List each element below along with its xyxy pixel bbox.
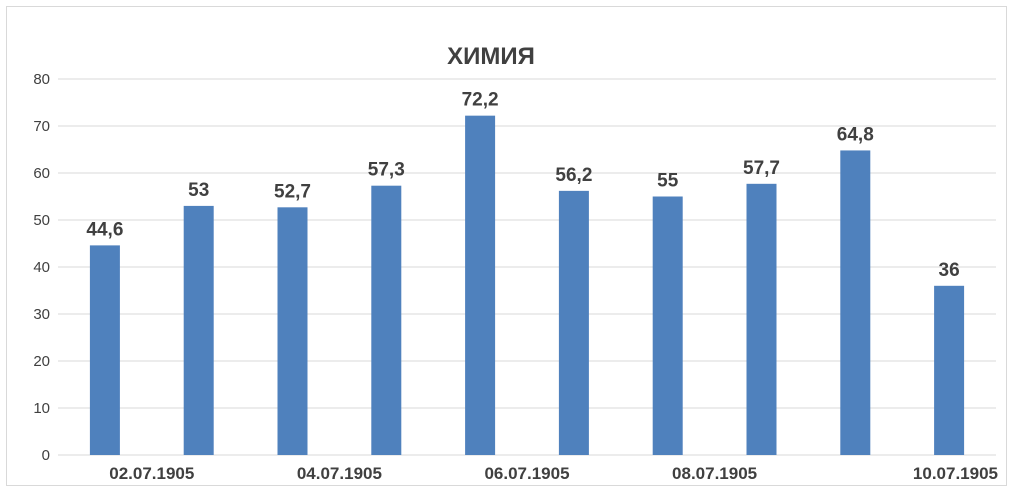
bar bbox=[183, 205, 214, 455]
data-label: 64,8 bbox=[837, 124, 874, 145]
gridlines bbox=[58, 78, 996, 456]
y-tick-label: 50 bbox=[33, 212, 50, 229]
bar bbox=[558, 190, 589, 456]
bar bbox=[840, 150, 871, 455]
x-tick-label: 10.07.1905 bbox=[913, 464, 998, 483]
y-tick-label: 70 bbox=[33, 118, 50, 135]
bar bbox=[934, 285, 965, 455]
x-tick-label: 02.07.1905 bbox=[109, 464, 194, 483]
x-axis-ticks: 02.07.1905 04.07.1905 06.07.1905 08.07.1905… bbox=[109, 464, 998, 483]
y-tick-label: 60 bbox=[33, 165, 50, 182]
bar bbox=[89, 245, 120, 455]
chart-frame bbox=[6, 6, 1007, 486]
bar bbox=[371, 185, 402, 455]
x-tick-label: 08.07.1905 bbox=[672, 464, 757, 483]
y-tick-label: 0 bbox=[42, 447, 50, 464]
data-label: 36 bbox=[939, 260, 960, 281]
data-labels: 44,6 53 52,7 57,3 72,2 56,2 55 57,7 64,8 36 bbox=[86, 90, 959, 281]
data-label: 44,6 bbox=[86, 219, 123, 240]
data-label: 52,7 bbox=[274, 181, 311, 202]
data-label: 56,2 bbox=[555, 165, 592, 186]
bars bbox=[89, 115, 965, 456]
data-label: 53 bbox=[188, 180, 209, 201]
data-label: 72,2 bbox=[462, 90, 499, 111]
y-axis-ticks: 0 10 20 30 40 50 60 70 80 bbox=[33, 71, 50, 464]
y-tick-label: 80 bbox=[33, 71, 50, 88]
data-label: 57,7 bbox=[743, 158, 780, 179]
y-tick-label: 20 bbox=[33, 353, 50, 370]
y-tick-label: 10 bbox=[33, 400, 50, 417]
data-label: 55 bbox=[657, 171, 679, 192]
y-tick-label: 40 bbox=[33, 259, 50, 276]
x-tick-label: 04.07.1905 bbox=[297, 464, 382, 483]
bar bbox=[465, 115, 496, 455]
bar bbox=[746, 183, 777, 455]
chart-title: ХИМИЯ bbox=[447, 43, 535, 70]
bar bbox=[277, 207, 308, 455]
bar bbox=[652, 196, 683, 455]
x-tick-label: 06.07.1905 bbox=[484, 464, 569, 483]
y-tick-label: 30 bbox=[33, 306, 50, 323]
data-label: 57,3 bbox=[368, 160, 405, 181]
